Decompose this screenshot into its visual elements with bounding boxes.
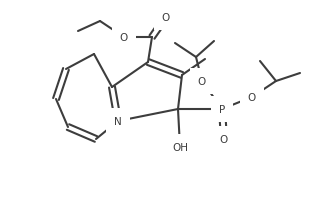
Text: N: N [114,116,122,126]
Text: O: O [198,77,206,87]
Text: O: O [162,13,170,23]
Text: OH: OH [172,142,188,152]
Text: O: O [248,93,256,102]
Text: O: O [220,134,228,144]
Text: P: P [219,104,225,114]
Text: O: O [120,33,128,43]
